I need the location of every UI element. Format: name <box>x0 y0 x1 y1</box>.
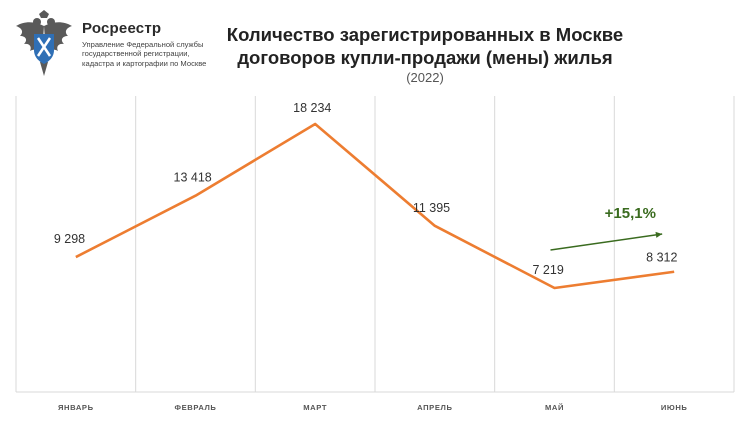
chart-title-line-1: Количество зарегистрированных в Москве <box>226 24 624 45</box>
growth-arrow-head-icon <box>655 231 663 238</box>
chart-title-line-2: договоров купли-продажи (мены) жилья <box>237 46 613 68</box>
category-label: ЯНВАРЬ <box>58 403 94 412</box>
org-desc-line-2: государственной регистрации, <box>82 49 190 59</box>
chart-title: Количество зарегистрированных в Москве д… <box>205 24 645 69</box>
org-desc-line-3: кадастра и картографии по Москве <box>82 58 207 68</box>
organization-block: Росреестр Управление Федеральной службы … <box>82 20 232 68</box>
data-label: 8 312 <box>646 251 677 265</box>
growth-annotation: +15,1% <box>605 205 656 222</box>
category-label: ИЮНЬ <box>661 403 688 412</box>
org-description: Управление Федеральной службы государств… <box>82 40 232 68</box>
growth-arrow-line <box>550 233 663 251</box>
data-label: 7 219 <box>533 263 564 277</box>
category-label: ФЕВРАЛЬ <box>175 403 217 412</box>
rosreestr-eagle-emblem-icon <box>16 10 72 76</box>
org-desc-line-1: Управление Федеральной службы <box>82 40 204 49</box>
category-label: МАЙ <box>545 403 564 412</box>
data-label: 11 395 <box>413 201 450 215</box>
data-label: 18 234 <box>293 101 331 115</box>
org-name: Росреестр <box>82 20 162 37</box>
category-label: МАРТ <box>303 403 327 412</box>
series-line <box>75 122 675 290</box>
data-label: 13 418 <box>174 171 212 185</box>
chart-subtitle: (2022) <box>406 70 444 85</box>
category-label: АПРЕЛЬ <box>417 403 452 412</box>
data-label: 9 298 <box>54 232 85 246</box>
